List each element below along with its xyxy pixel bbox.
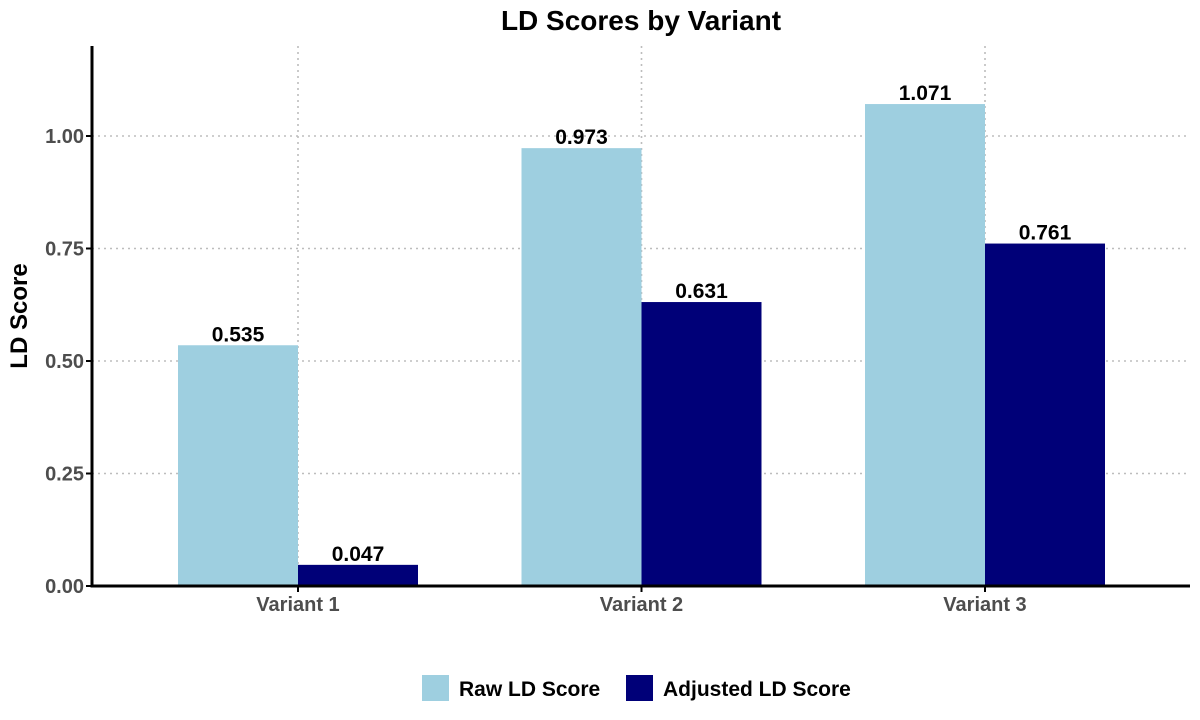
bar-adjusted-1 <box>298 564 418 586</box>
x-tick-label: Variant 1 <box>256 594 339 616</box>
y-tick-label: 0.25 <box>45 464 84 486</box>
data-label: 0.535 <box>212 323 265 346</box>
legend-label: Raw LD Score <box>459 678 600 701</box>
bar-adjusted-2 <box>641 302 762 586</box>
chart-title: LD Scores by Variant <box>501 5 781 36</box>
data-label: 0.973 <box>555 126 608 149</box>
bar-raw-1 <box>178 345 298 586</box>
axes <box>86 46 1190 592</box>
bars <box>178 104 1105 587</box>
data-labels: 0.535 0.973 1.071 0.047 0.631 0.761 <box>212 82 1072 566</box>
bar-raw-3 <box>865 104 985 587</box>
legend: Raw LD Score Adjusted LD Score <box>422 675 851 701</box>
bar-adjusted-3 <box>985 243 1105 587</box>
y-tick-label: 0.50 <box>45 351 84 373</box>
x-tick-label: Variant 2 <box>600 594 683 616</box>
legend-label: Adjusted LD Score <box>663 678 851 701</box>
legend-swatch <box>422 675 449 701</box>
y-axis-label: LD Score <box>6 263 33 368</box>
y-tick-label: 1.00 <box>45 126 84 148</box>
data-label: 0.761 <box>1019 222 1072 245</box>
data-label: 1.071 <box>899 82 952 105</box>
legend-swatch <box>626 675 653 701</box>
tick-labels: 0.00 0.25 0.50 0.75 1.00 Variant 1 Variant 2 Va… <box>45 126 1027 616</box>
y-tick-label: 0.75 <box>45 239 84 261</box>
data-label: 0.047 <box>332 543 385 566</box>
bar-raw-2 <box>521 148 642 586</box>
x-tick-label: Variant 3 <box>943 594 1026 616</box>
data-label: 0.631 <box>675 280 728 303</box>
y-tick-label: 0.00 <box>45 576 84 598</box>
